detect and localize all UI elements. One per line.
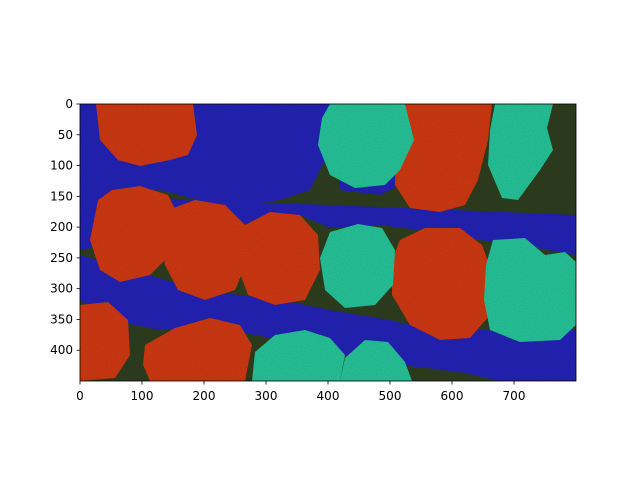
y-tick-label: 350 (50, 312, 73, 326)
x-tick-label: 300 (255, 389, 278, 403)
y-tick-label: 250 (50, 251, 73, 265)
y-tick-label: 300 (50, 282, 73, 296)
x-tick-label: 400 (317, 389, 340, 403)
y-tick-label: 50 (58, 128, 73, 142)
x-tick-label: 0 (76, 389, 84, 403)
y-axis: 0 50 100 150 200 250 300 350 400 (50, 97, 80, 357)
y-tick-label: 100 (50, 159, 73, 173)
segmentation-image (80, 104, 576, 381)
x-tick-label: 600 (441, 389, 464, 403)
x-tick-label: 700 (503, 389, 526, 403)
y-tick-label: 150 (50, 189, 73, 203)
y-tick-label: 200 (50, 220, 73, 234)
x-tick-label: 100 (131, 389, 154, 403)
x-axis: 0 100 200 300 400 500 600 700 (76, 381, 525, 403)
y-tick-label: 400 (50, 343, 73, 357)
y-tick-label: 0 (65, 97, 73, 111)
canopy-texture (80, 104, 576, 381)
x-tick-label: 500 (379, 389, 402, 403)
x-tick-label: 200 (193, 389, 216, 403)
